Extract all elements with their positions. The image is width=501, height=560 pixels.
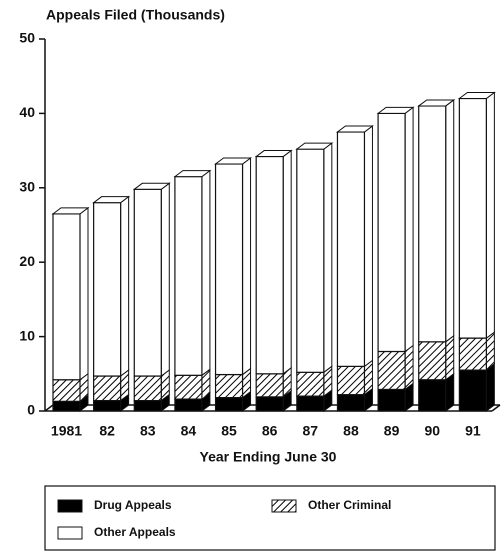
legend-swatch: [57, 499, 83, 513]
bar-top: [51, 207, 90, 215]
bar-top: [132, 182, 171, 190]
bar-segment: [93, 375, 122, 402]
bar-side: [485, 91, 495, 340]
x-tick-label: 85: [221, 423, 237, 439]
y-tick-label: 20: [19, 253, 35, 269]
bar-segment: [52, 400, 81, 412]
bar-segment: [377, 350, 406, 391]
bar-segment: [174, 176, 203, 376]
bar-segment: [133, 375, 162, 402]
bar-side: [445, 98, 455, 343]
bar-segment: [174, 374, 203, 400]
bar-side: [404, 344, 414, 391]
bar-side: [201, 169, 211, 377]
x-tick-label: 84: [181, 423, 197, 439]
x-tick-label: 91: [465, 423, 481, 439]
bar-segment: [93, 399, 122, 412]
bar-segment: [255, 373, 284, 398]
y-tick-label: 10: [19, 327, 35, 343]
bar-side: [323, 142, 333, 374]
floor-right: [491, 404, 501, 412]
bar-segment: [214, 373, 244, 399]
legend-box: [44, 485, 496, 551]
bar-side: [282, 149, 292, 375]
bar-segment: [93, 202, 122, 377]
bar-segment: [255, 155, 284, 375]
bar-segment: [214, 163, 244, 376]
legend-label: Other Criminal: [308, 498, 391, 512]
bar-segment: [336, 365, 366, 396]
bar-side: [404, 106, 414, 353]
bar-segment: [377, 112, 406, 353]
x-tick-label: 1981: [51, 423, 82, 439]
bar-side: [120, 195, 130, 378]
bar-segment: [296, 395, 325, 412]
bar-top: [214, 157, 253, 165]
bar-side: [363, 125, 373, 368]
bar-segment: [214, 397, 244, 412]
bar-segment: [418, 341, 447, 381]
legend-label: Drug Appeals: [94, 498, 172, 512]
x-tick-label: 86: [262, 423, 278, 439]
bar-segment: [336, 131, 366, 367]
x-tick-label: 83: [140, 423, 156, 439]
bar-segment: [133, 399, 162, 412]
legend-swatch: [271, 499, 297, 513]
bar-side: [79, 206, 89, 381]
bar-segment: [52, 213, 81, 381]
bar-segment: [255, 396, 284, 412]
bar-segment: [458, 337, 487, 371]
legend-swatch: [57, 526, 83, 540]
bar-segment: [458, 369, 487, 412]
bar-segment: [133, 188, 162, 377]
bar-segment: [296, 371, 325, 397]
y-tick-label: 30: [19, 179, 35, 195]
bar-top: [92, 196, 131, 204]
y-tick-label: 50: [19, 30, 35, 46]
y-tick-label: 40: [19, 104, 35, 120]
x-tick-label: 90: [424, 423, 440, 439]
bar-segment: [418, 379, 447, 412]
bar-segment: [296, 148, 325, 373]
bar-top: [376, 106, 415, 114]
y-tick-label: 0: [27, 402, 35, 418]
bar-side: [445, 334, 455, 381]
bar-top: [173, 170, 212, 178]
x-tick-label: 82: [99, 423, 115, 439]
bar-top: [457, 92, 496, 100]
bar-segment: [52, 379, 81, 402]
bar-top: [295, 142, 334, 150]
x-tick-label: 87: [303, 423, 319, 439]
bar-segment: [418, 105, 447, 343]
legend-label: Other Appeals: [94, 525, 176, 539]
bar-top: [417, 99, 456, 107]
bar-segment: [336, 394, 366, 412]
bar-segment: [174, 398, 203, 412]
bar-segment: [377, 388, 406, 412]
x-tick-label: 88: [343, 423, 359, 439]
floor-left: [44, 404, 54, 412]
bar-side: [160, 182, 170, 378]
bar-top: [254, 150, 293, 158]
bar-side: [485, 363, 495, 412]
x-axis-label: Year Ending June 30: [200, 449, 337, 465]
bar-top: [335, 125, 374, 133]
bar-side: [242, 156, 252, 376]
x-tick-label: 89: [384, 423, 400, 439]
bar-segment: [458, 97, 487, 339]
chart-title: Appeals Filed (Thousands): [46, 7, 225, 23]
